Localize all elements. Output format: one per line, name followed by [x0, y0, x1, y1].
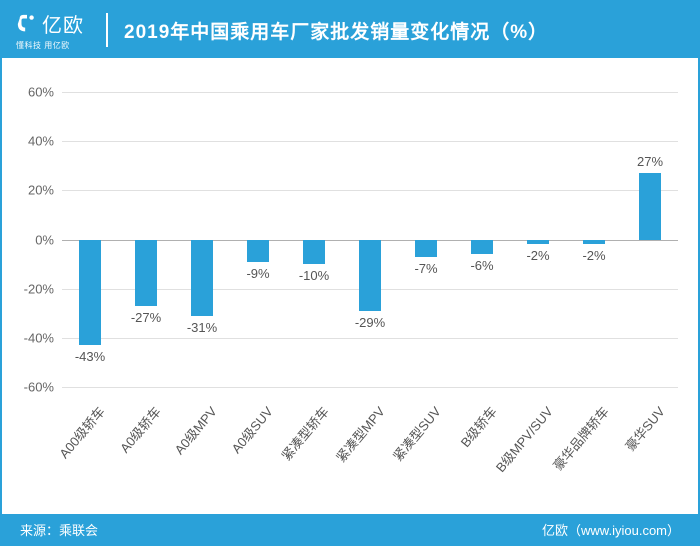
x-tick-label: 紧凑型MPV: [331, 402, 389, 466]
bar-value-label: 27%: [594, 154, 700, 173]
x-tick-label: A00级轿车: [54, 402, 108, 462]
plot-area: -60%-40%-20%0%20%40%60% -43%-27%-31%-9%-…: [62, 92, 678, 387]
brand-tagline: 懂科技 用亿欧: [16, 40, 84, 51]
y-tick-label: 0%: [35, 232, 62, 247]
bar-slot: -7%: [398, 92, 454, 387]
x-tick-label: 豪华品牌轿车: [548, 402, 613, 474]
y-tick-label: 60%: [28, 85, 62, 100]
x-tick-label: A0级轿车: [115, 402, 165, 456]
header-separator: [106, 13, 108, 47]
bar: [247, 240, 269, 262]
bar: [639, 173, 661, 239]
chart-container: 亿欧 懂科技 用亿欧 2019年中国乘用车厂家批发销量变化情况（%） -60%-…: [0, 0, 700, 546]
bar-slot: -43%: [62, 92, 118, 387]
header-bar: 亿欧 懂科技 用亿欧 2019年中国乘用车厂家批发销量变化情况（%）: [2, 2, 698, 58]
bar: [303, 240, 325, 265]
x-tick-label: B级轿车: [455, 402, 500, 451]
brand-name: 亿欧: [42, 9, 84, 38]
bar-slot: -2%: [510, 92, 566, 387]
x-tick-label: 紧凑型SUV: [388, 402, 445, 465]
bars-layer: -43%-27%-31%-9%-10%-29%-7%-6%-2%-2%27%: [62, 92, 678, 387]
x-tick-label: 豪华SUV: [620, 402, 668, 455]
bar-slot: -10%: [286, 92, 342, 387]
y-tick-label: -60%: [24, 380, 62, 395]
bar-slot: -2%: [566, 92, 622, 387]
chart-title: 2019年中国乘用车厂家批发销量变化情况（%）: [124, 17, 548, 44]
bar-slot: 27%: [622, 92, 678, 387]
y-tick-label: -20%: [24, 281, 62, 296]
x-axis-labels: A00级轿车A0级轿车A0级MPVA0级SUV紧凑型轿车紧凑型MPV紧凑型SUV…: [62, 394, 678, 514]
bar: [135, 240, 157, 306]
credit-text: 亿欧（www.iyiou.com）: [542, 520, 680, 539]
bar: [79, 240, 101, 346]
x-tick-label: A0级SUV: [226, 402, 276, 457]
footer-bar: 来源：乘联会 亿欧（www.iyiou.com）: [2, 514, 698, 544]
x-tick-label: 紧凑型轿车: [276, 402, 332, 464]
gridline: [62, 387, 678, 388]
bar-slot: -6%: [454, 92, 510, 387]
bar-slot: -27%: [118, 92, 174, 387]
source-text: 来源：乘联会: [20, 520, 98, 539]
x-tick-label: B级MPV/SUV: [490, 402, 556, 476]
y-tick-label: 20%: [28, 183, 62, 198]
y-tick-label: 40%: [28, 134, 62, 149]
x-tick-label: A0级MPV: [169, 402, 220, 458]
bar-slot: -9%: [230, 92, 286, 387]
bar-slot: -29%: [342, 92, 398, 387]
brand-icon: [16, 13, 38, 35]
bar-slot: -31%: [174, 92, 230, 387]
y-tick-label: -40%: [24, 330, 62, 345]
brand-logo: 亿欧 懂科技 用亿欧: [16, 9, 84, 51]
